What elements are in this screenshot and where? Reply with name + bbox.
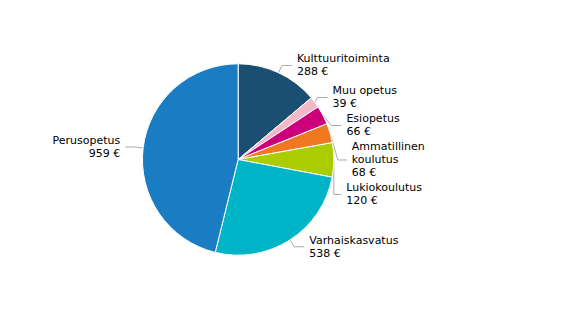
- svg-text:66 €: 66 €: [346, 125, 371, 138]
- svg-text:Perusopetus: Perusopetus: [52, 134, 120, 147]
- svg-text:Esiopetus: Esiopetus: [346, 112, 400, 125]
- svg-text:koulutus: koulutus: [352, 153, 399, 166]
- svg-text:Ammatillinen: Ammatillinen: [352, 140, 425, 153]
- svg-text:288 €: 288 €: [297, 65, 329, 78]
- svg-text:959 €: 959 €: [89, 147, 121, 160]
- svg-text:Kulttuuritoiminta: Kulttuuritoiminta: [297, 52, 390, 65]
- svg-text:Lukiokoulutus: Lukiokoulutus: [346, 181, 422, 194]
- svg-text:120 €: 120 €: [346, 194, 378, 207]
- svg-text:68 €: 68 €: [352, 166, 377, 179]
- svg-text:Varhaiskasvatus: Varhaiskasvatus: [309, 234, 398, 247]
- svg-text:Muu opetus: Muu opetus: [332, 84, 397, 97]
- svg-text:538 €: 538 €: [309, 247, 341, 260]
- svg-text:39 €: 39 €: [332, 97, 357, 110]
